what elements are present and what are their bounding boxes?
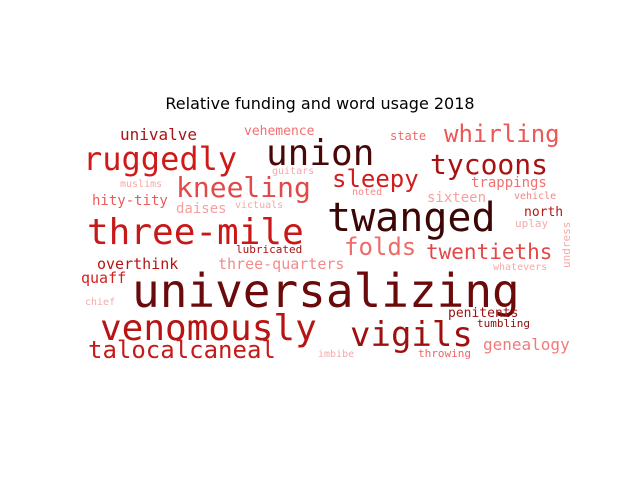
word-twanged: twanged	[327, 195, 496, 241]
word-guitars: guitars	[272, 166, 314, 177]
word-ruggedly: ruggedly	[83, 140, 237, 178]
word-undress: undress	[560, 222, 573, 268]
word-tumbling: tumbling	[477, 317, 530, 330]
word-sleepy: sleepy	[332, 165, 419, 193]
word-union: union	[266, 133, 374, 174]
word-three-quarters: three-quarters	[218, 255, 344, 273]
word-tycoons: tycoons	[430, 148, 548, 181]
word-whatevers: whatevers	[493, 262, 547, 273]
word-quaff: quaff	[81, 269, 126, 287]
word-talocalcaneal: talocalcaneal	[88, 336, 276, 364]
word-twentieths: twentieths	[426, 240, 552, 264]
word-univalve: univalve	[120, 125, 197, 144]
word-state: state	[390, 129, 426, 143]
word-penitents: penitents	[448, 306, 518, 321]
word-trappings: trappings	[471, 175, 547, 191]
word-noted: noted	[352, 187, 382, 198]
word-vehicle: vehicle	[514, 191, 556, 202]
word-folds: folds	[344, 233, 416, 261]
word-victuals: victuals	[235, 200, 283, 211]
word-uplay: uplay	[515, 217, 548, 230]
chart-title: Relative funding and word usage 2018	[165, 94, 475, 113]
word-lubricated: lubricated	[236, 243, 302, 256]
word-genealogy: genealogy	[483, 335, 570, 354]
word-daises: daises	[176, 201, 227, 217]
word-vigils: vigils	[350, 315, 473, 355]
word-imbibe: imbibe	[318, 349, 354, 360]
word-north: north	[524, 205, 563, 220]
word-three-mile: three-mile	[87, 212, 304, 253]
word-sixteen: sixteen	[427, 190, 486, 206]
word-chief: chief	[85, 297, 115, 308]
word-vehemence: vehemence	[244, 124, 315, 139]
word-hity-tity: hity-tity	[92, 193, 168, 209]
word-venomously: venomously	[100, 308, 317, 349]
word-throwing: throwing	[418, 347, 471, 360]
word-muslims: muslims	[120, 179, 162, 190]
word-universalizing: universalizing	[132, 264, 520, 318]
word-whirling: whirling	[444, 120, 560, 148]
word-overthink: overthink	[97, 255, 178, 273]
word-kneeling: kneeling	[176, 171, 311, 204]
